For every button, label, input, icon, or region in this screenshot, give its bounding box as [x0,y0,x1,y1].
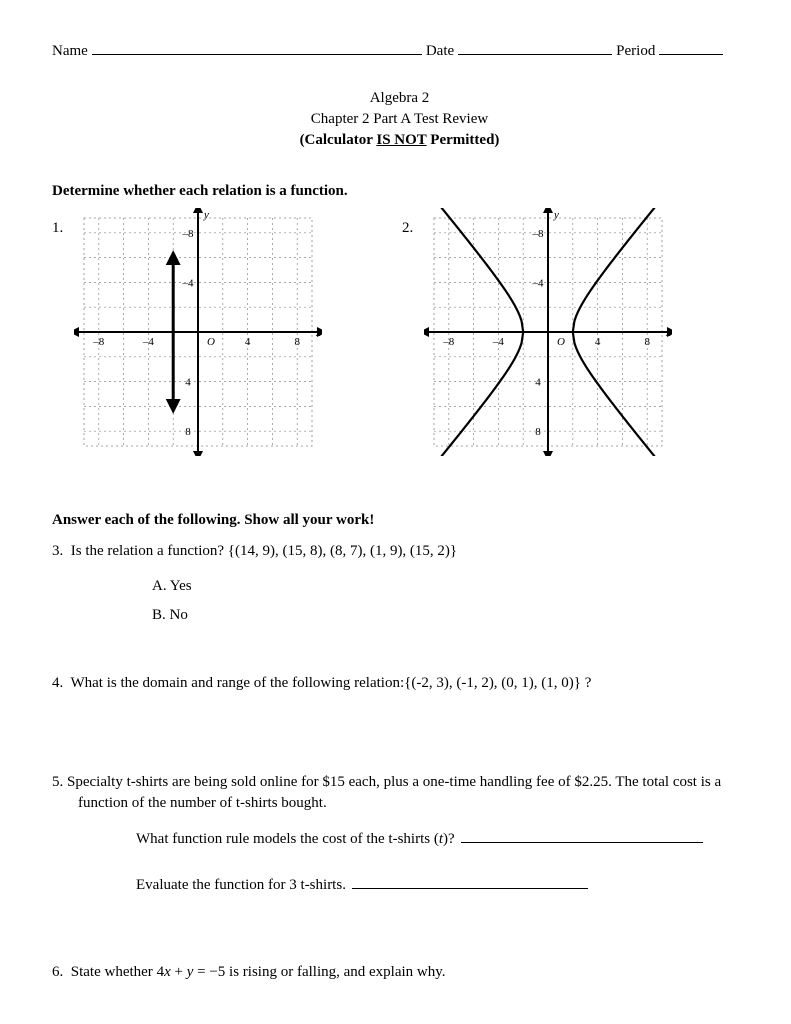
period-blank [659,40,723,55]
q5-number: 5. [52,774,63,790]
graphs-row: 1. –8 –8 –4 –4 4 4 8 8 Ox y 2. –8 –8 –4 –4 4 4 8 8 Ox y [52,208,747,456]
q3-text: Is the relation a function? {(14, 9), (1… [71,543,457,559]
svg-text:–4: –4 [492,336,505,348]
q5-blank-1 [461,828,703,843]
q4-text: What is the domain and range of the foll… [70,675,591,691]
q3-option-b: B. No [152,601,747,630]
section1-heading: Determine whether each relation is a fun… [52,181,747,202]
title-block: Algebra 2 Chapter 2 Part A Test Review (… [52,88,747,151]
svg-text:–4: –4 [142,336,155,348]
q5-line1: What function rule models the cost of th… [136,829,455,850]
svg-text:x: x [665,327,671,339]
section2-heading: Answer each of the following. Show all y… [52,510,747,531]
q6-pre: State whether [71,964,153,980]
q4-number: 4. [52,675,63,691]
header-line: Name Date Period [52,40,747,62]
svg-text:–4: –4 [532,277,545,289]
q5-intro-b: function of the number of t-shirts bough… [78,793,747,814]
course-title: Algebra 2 [52,88,747,109]
graph-2: –8 –8 –4 –4 4 4 8 8 Ox y [424,208,672,456]
svg-text:O: O [557,336,565,348]
svg-text:–4: –4 [182,277,195,289]
svg-text:O: O [207,336,215,348]
svg-text:–8: –8 [92,336,105,348]
date-label: Date [426,41,454,62]
q5-blank-2 [352,874,588,889]
q5-intro-a: Specialty t-shirts are being sold online… [67,774,721,790]
question-1: 1. –8 –8 –4 –4 4 4 8 8 Ox y [52,208,322,456]
chapter-title: Chapter 2 Part A Test Review [52,109,747,130]
q6-equation: 4x + y = −5 [157,964,229,980]
q6-number: 6. [52,964,63,980]
svg-text:4: 4 [535,377,541,389]
svg-text:y: y [203,209,209,221]
question-5: 5. Specialty t-shirts are being sold onl… [52,772,747,896]
graph-1: –8 –8 –4 –4 4 4 8 8 Ox y [74,208,322,456]
svg-text:8: 8 [185,426,191,438]
q6-post: is rising or falling, and explain why. [229,964,446,980]
svg-text:8: 8 [644,336,650,348]
q1-number: 1. [52,218,70,239]
name-label: Name [52,41,88,62]
date-blank [458,40,612,55]
q3-number: 3. [52,543,63,559]
question-2: 2. –8 –8 –4 –4 4 4 8 8 Ox y [402,208,672,456]
svg-text:–8: –8 [532,228,545,240]
svg-text:4: 4 [595,336,601,348]
svg-text:8: 8 [535,426,541,438]
svg-text:8: 8 [294,336,300,348]
q3-option-a: A. Yes [152,572,747,601]
question-4: 4. What is the domain and range of the f… [52,673,747,694]
period-label: Period [616,41,655,62]
calculator-line: (Calculator IS NOT Permitted) [52,130,747,151]
svg-text:x: x [315,327,321,339]
question-6: 6. State whether 4x + y = −5 is rising o… [52,962,747,983]
question-3: 3. Is the relation a function? {(14, 9),… [52,541,747,629]
svg-text:4: 4 [185,377,191,389]
svg-text:–8: –8 [182,228,195,240]
q2-number: 2. [402,218,420,239]
svg-text:–8: –8 [442,336,455,348]
q5-line2: Evaluate the function for 3 t-shirts. [136,875,346,896]
svg-text:y: y [553,209,559,221]
name-blank [92,40,422,55]
svg-text:4: 4 [245,336,251,348]
